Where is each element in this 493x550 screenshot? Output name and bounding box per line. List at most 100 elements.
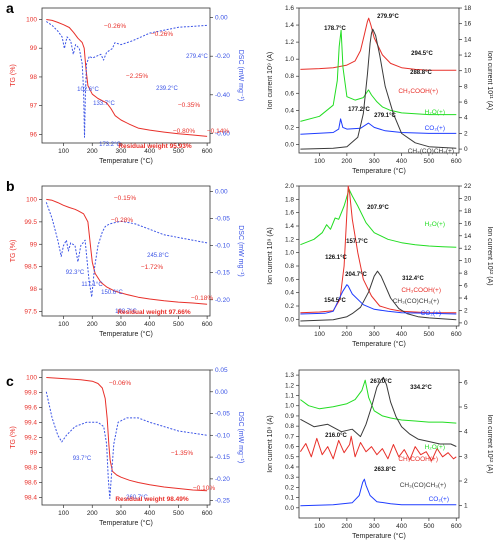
x-tick-label: 600 (202, 148, 213, 155)
y-right-tick-label: 10 (464, 258, 472, 265)
legend-label: CH₃(CO)CH₃(+) (408, 148, 454, 155)
y-right-tick-label: 3 (464, 453, 468, 460)
series-line-3 (300, 284, 457, 315)
y-left-tick-label: 0.8 (285, 423, 294, 430)
series-line-2 (300, 270, 457, 322)
y-right-tick-label: 0 (464, 320, 468, 327)
series-line-1 (45, 391, 208, 499)
panel-label: b (6, 178, 15, 194)
y-right-tick-label: 2 (464, 130, 468, 137)
y-right-tick-label: 8 (464, 83, 468, 90)
y-left-tick-label: 98.8 (24, 465, 37, 472)
mass-loss-annotation: −2.25% (126, 73, 148, 80)
temperature-annotation: 245.8°C (147, 253, 169, 259)
temperature-annotation: 279.1°C (374, 113, 396, 119)
chart-c-left: c 100 200 300 400 500 600 Temperature (°C) 98.4 9… (6, 367, 244, 527)
temperature-annotation: 312.4°C (402, 276, 424, 282)
y-right-tick-label: -0.15 (215, 270, 230, 277)
x-axis-label: Temperature (°C) (99, 519, 153, 527)
y-right-tick-label: -0.25 (215, 498, 230, 505)
x-tick-label: 100 (314, 523, 325, 530)
y-left-tick-label: 98.6 (24, 480, 37, 487)
temperature-annotation: 263.8°C (374, 467, 396, 473)
x-tick-label: 600 (451, 331, 462, 338)
y-right-axis-label: Ion current 10¹¹ (A) (486, 51, 493, 110)
chart-a-left: a 100 200 300 400 500 600 Temperature (°C) 96 97 9… (6, 0, 244, 165)
series-line-3 (300, 478, 457, 507)
y-left-tick-label: 0.3 (285, 474, 294, 481)
x-tick-label: 400 (396, 158, 407, 165)
y-right-tick-label: 0 (464, 146, 468, 153)
temperature-annotation: 260.7°C (126, 495, 148, 501)
temperature-annotation: 288.8°C (410, 70, 432, 76)
y-right-tick-label: -0.20 (215, 53, 230, 60)
x-tick-label: 200 (341, 523, 352, 530)
x-axis-label: Temperature (°C) (99, 157, 153, 165)
temperature-annotation: 92.3°C (66, 270, 85, 276)
y-right-tick-label: 14 (464, 36, 472, 43)
series-line-1 (299, 435, 457, 462)
y-left-tick-label: 2.0 (285, 183, 294, 190)
y-right-tick-label: 4 (464, 295, 468, 302)
y-left-tick-label: 99.2 (24, 435, 37, 442)
legend-label: CH₃COOH(+) (401, 287, 441, 294)
y-left-tick-label: 1.4 (285, 22, 294, 29)
y-left-tick-label: 0.6 (285, 444, 294, 451)
y-right-tick-label: 1 (464, 503, 468, 510)
x-tick-label: 400 (144, 148, 155, 155)
y-right-tick-label: -0.05 (215, 216, 230, 223)
y-left-tick-label: 1.0 (285, 403, 294, 410)
x-tick-label: 300 (116, 148, 127, 155)
y-left-tick-label: 0.2 (285, 484, 294, 491)
y-left-tick-label: 1.1 (285, 393, 294, 400)
y-left-axis-label: Ion current 10⁹ (A) (267, 52, 274, 109)
y-left-tick-label: 0.8 (285, 263, 294, 270)
legend-label: CH₃COOH(+) (398, 88, 438, 95)
temperature-annotation: 177.2°C (348, 107, 370, 113)
series-line-0 (46, 377, 208, 492)
y-right-tick-label: 6 (464, 379, 468, 386)
y-left-tick-label: 99.8 (24, 390, 37, 397)
y-right-tick-label: 4 (464, 429, 468, 436)
y-left-tick-label: 1.6 (285, 5, 294, 12)
series-line-0 (46, 19, 208, 137)
series-line-2 (300, 376, 457, 447)
x-tick-label: 300 (116, 510, 127, 517)
y-right-tick-label: 6 (464, 283, 468, 290)
x-tick-label: 500 (173, 510, 184, 517)
temperature-annotation: 216.0°C (325, 433, 347, 439)
mass-loss-annotation: −0.06% (109, 380, 131, 387)
y-right-tick-label: 10 (464, 68, 472, 75)
temperature-annotation: 150.6°C (101, 290, 123, 296)
x-tick-label: 500 (423, 523, 434, 530)
legend-label: H₂O(+) (425, 444, 445, 451)
y-left-tick-label: 99.4 (24, 420, 37, 427)
y-left-tick-label: 0.4 (285, 107, 294, 114)
temperature-annotation: 117.1°C (81, 282, 103, 288)
temperature-annotation: 126.1°C (325, 255, 347, 261)
temperature-annotation: 294.5°C (411, 51, 433, 57)
x-axis-label: Temperature (°C) (352, 340, 406, 348)
y-left-tick-label: 100 (26, 196, 37, 203)
series-line-0 (300, 188, 457, 248)
y-left-tick-label: 0.6 (285, 90, 294, 97)
y-right-tick-label: 18 (464, 208, 472, 215)
y-left-tick-label: 0.9 (285, 413, 294, 420)
y-right-tick-label: 20 (464, 195, 472, 202)
y-right-tick-label: -0.05 (215, 411, 230, 418)
y-right-tick-label: 12 (464, 245, 472, 252)
y-right-tick-label: 0.00 (215, 15, 228, 22)
x-tick-label: 100 (314, 331, 325, 338)
temperature-annotation: 239.2°C (156, 86, 178, 92)
y-right-tick-label: 22 (464, 183, 472, 190)
x-tick-label: 100 (58, 321, 69, 328)
y-left-tick-label: 0.7 (285, 433, 294, 440)
y-left-tick-label: 99 (30, 45, 38, 52)
series-line-1 (300, 29, 457, 122)
y-left-tick-label: 97 (30, 103, 38, 110)
temperature-annotation: 133.7°C (93, 101, 115, 107)
y-left-tick-label: 99 (30, 241, 38, 248)
y-right-tick-label: -0.10 (215, 243, 230, 250)
plot-frame (298, 7, 460, 154)
